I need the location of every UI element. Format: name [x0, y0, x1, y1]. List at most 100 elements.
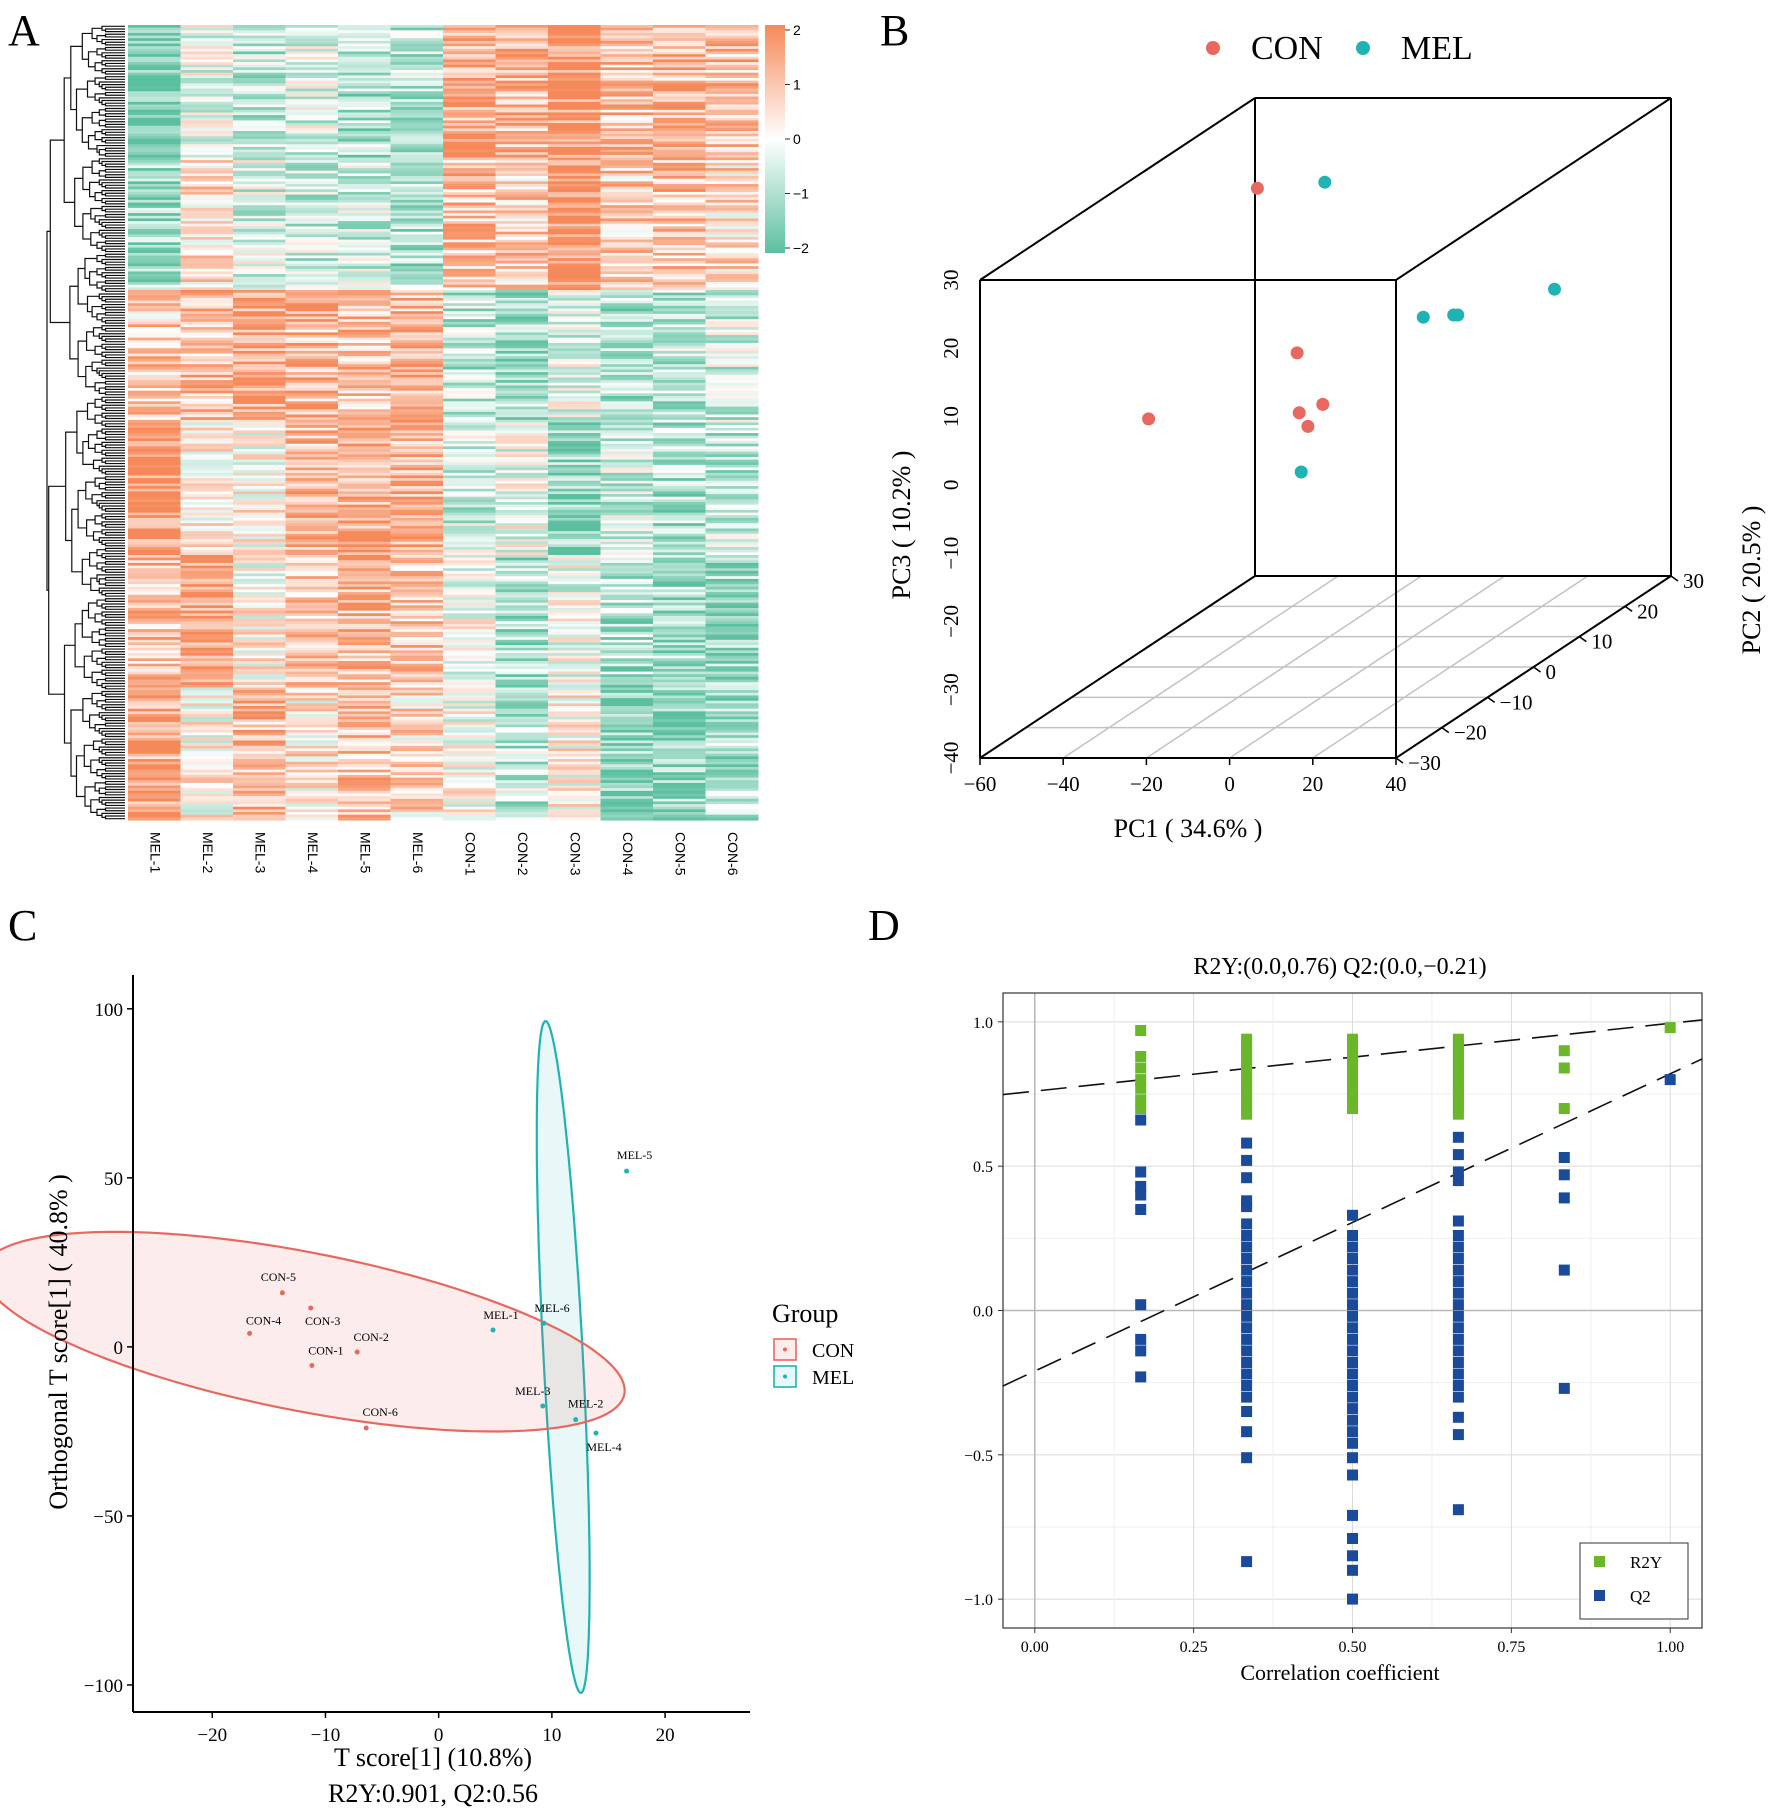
- dendrogram-branch: [104, 224, 125, 229]
- heatmap-cell: [653, 72, 706, 76]
- heatmap-cell: [128, 430, 181, 434]
- heatmap-cell: [285, 462, 339, 466]
- heatmap-cell: [600, 398, 654, 402]
- heatmap-cell: [495, 782, 549, 787]
- dendrogram-branch: [104, 598, 125, 602]
- heatmap-cell: [233, 59, 286, 63]
- heatmap-cell: [653, 67, 706, 71]
- z-tick-label: 10: [939, 406, 963, 427]
- heatmap-cell: [443, 502, 496, 506]
- heatmap-cell: [180, 584, 234, 588]
- heatmap-cell: [180, 777, 234, 781]
- heatmap-cell: [600, 54, 654, 58]
- heatmap-cell: [600, 133, 654, 137]
- heatmap-cell: [180, 115, 234, 119]
- heatmap-cell: [233, 112, 286, 116]
- heatmap-cell: [233, 279, 286, 283]
- heatmap-cell: [390, 99, 444, 103]
- heatmap-cell: [705, 706, 759, 710]
- heatmap-cell: [548, 706, 601, 710]
- heatmap-cell: [180, 99, 234, 103]
- heatmap-cell: [705, 25, 759, 29]
- heatmap-cell: [285, 751, 339, 755]
- heatmap-cell: [390, 107, 444, 111]
- heatmap-cell: [653, 618, 706, 622]
- heatmap-cell: [285, 668, 339, 673]
- heatmap-cell: [285, 647, 339, 651]
- column-label: CON-6: [725, 832, 741, 876]
- dendrogram-branch: [104, 677, 125, 682]
- dendrogram-branch: [96, 241, 106, 249]
- heatmap-cell: [128, 345, 181, 349]
- heatmap-cell: [705, 629, 759, 633]
- heatmap-cell: [443, 80, 496, 84]
- heatmap-cell: [705, 268, 759, 273]
- point-q2: [1558, 1192, 1570, 1204]
- heatmap-cell: [338, 221, 391, 225]
- heatmap-cell: [338, 597, 391, 601]
- heatmap-cell: [233, 806, 286, 810]
- heatmap-cell: [443, 793, 496, 797]
- heatmap-cell: [285, 504, 339, 508]
- legend-dot: [783, 1347, 787, 1352]
- heatmap-cell: [705, 809, 759, 813]
- heatmap-cell: [495, 242, 549, 246]
- heatmap-cell: [338, 698, 391, 702]
- heatmap-cell: [495, 430, 549, 434]
- heatmap-cell: [180, 806, 234, 810]
- heatmap-cell: [338, 385, 391, 389]
- heatmap-cell: [548, 78, 601, 82]
- heatmap-cell: [653, 340, 706, 344]
- heatmap-cell: [600, 798, 654, 803]
- heatmap-cell: [180, 138, 234, 143]
- heatmap-cell: [495, 226, 549, 230]
- heatmap-cell: [443, 406, 496, 410]
- heatmap-cell: [180, 170, 234, 174]
- heatmap-cell: [495, 327, 549, 331]
- heatmap-cell: [495, 708, 549, 712]
- heatmap-cell: [653, 470, 706, 474]
- heatmap-cell: [233, 782, 286, 787]
- legend-label: MEL: [1401, 30, 1473, 67]
- heatmap-cell: [653, 584, 706, 588]
- heatmap-cell: [600, 290, 654, 294]
- heatmap-cell: [285, 449, 339, 453]
- heatmap-cell: [705, 631, 759, 636]
- heatmap-cell: [285, 207, 339, 212]
- heatmap-cell: [233, 32, 286, 37]
- heatmap-cell: [548, 661, 601, 665]
- heatmap-cell: [128, 435, 181, 439]
- point-r2y: [1347, 1062, 1358, 1074]
- heatmap-cell: [653, 104, 706, 108]
- dendrogram-branch: [96, 48, 106, 56]
- heatmap-cell: [548, 372, 601, 376]
- heatmap-cell: [705, 40, 759, 45]
- heatmap-cell: [128, 202, 181, 206]
- heatmap-cell: [128, 729, 181, 734]
- heatmap-cell: [285, 716, 339, 720]
- point-q2: [1452, 1368, 1464, 1380]
- heatmap-cell: [128, 67, 181, 71]
- heatmap-cell: [180, 796, 234, 800]
- heatmap-cell: [233, 509, 286, 514]
- heatmap-cell: [548, 125, 601, 129]
- heatmap-cell: [180, 67, 234, 71]
- point-q2: [1241, 1201, 1253, 1213]
- heatmap-cell: [233, 600, 286, 604]
- heatmap-cell: [600, 170, 654, 174]
- heatmap-cell: [600, 488, 654, 492]
- heatmap-cell: [180, 454, 234, 458]
- heatmap-cell: [285, 729, 339, 734]
- heatmap-cell: [338, 695, 391, 699]
- heatmap-cell: [180, 581, 234, 585]
- heatmap-cell: [285, 417, 339, 421]
- heatmap-cell: [180, 804, 234, 808]
- heatmap-cell: [338, 576, 391, 580]
- heatmap-cell: [548, 366, 601, 371]
- heatmap-cell: [128, 393, 181, 397]
- heatmap-cell: [390, 361, 444, 365]
- heatmap-cell: [600, 374, 654, 379]
- heatmap-cell: [180, 547, 234, 551]
- heatmap-cell: [705, 327, 759, 331]
- heatmap-cell: [443, 443, 496, 447]
